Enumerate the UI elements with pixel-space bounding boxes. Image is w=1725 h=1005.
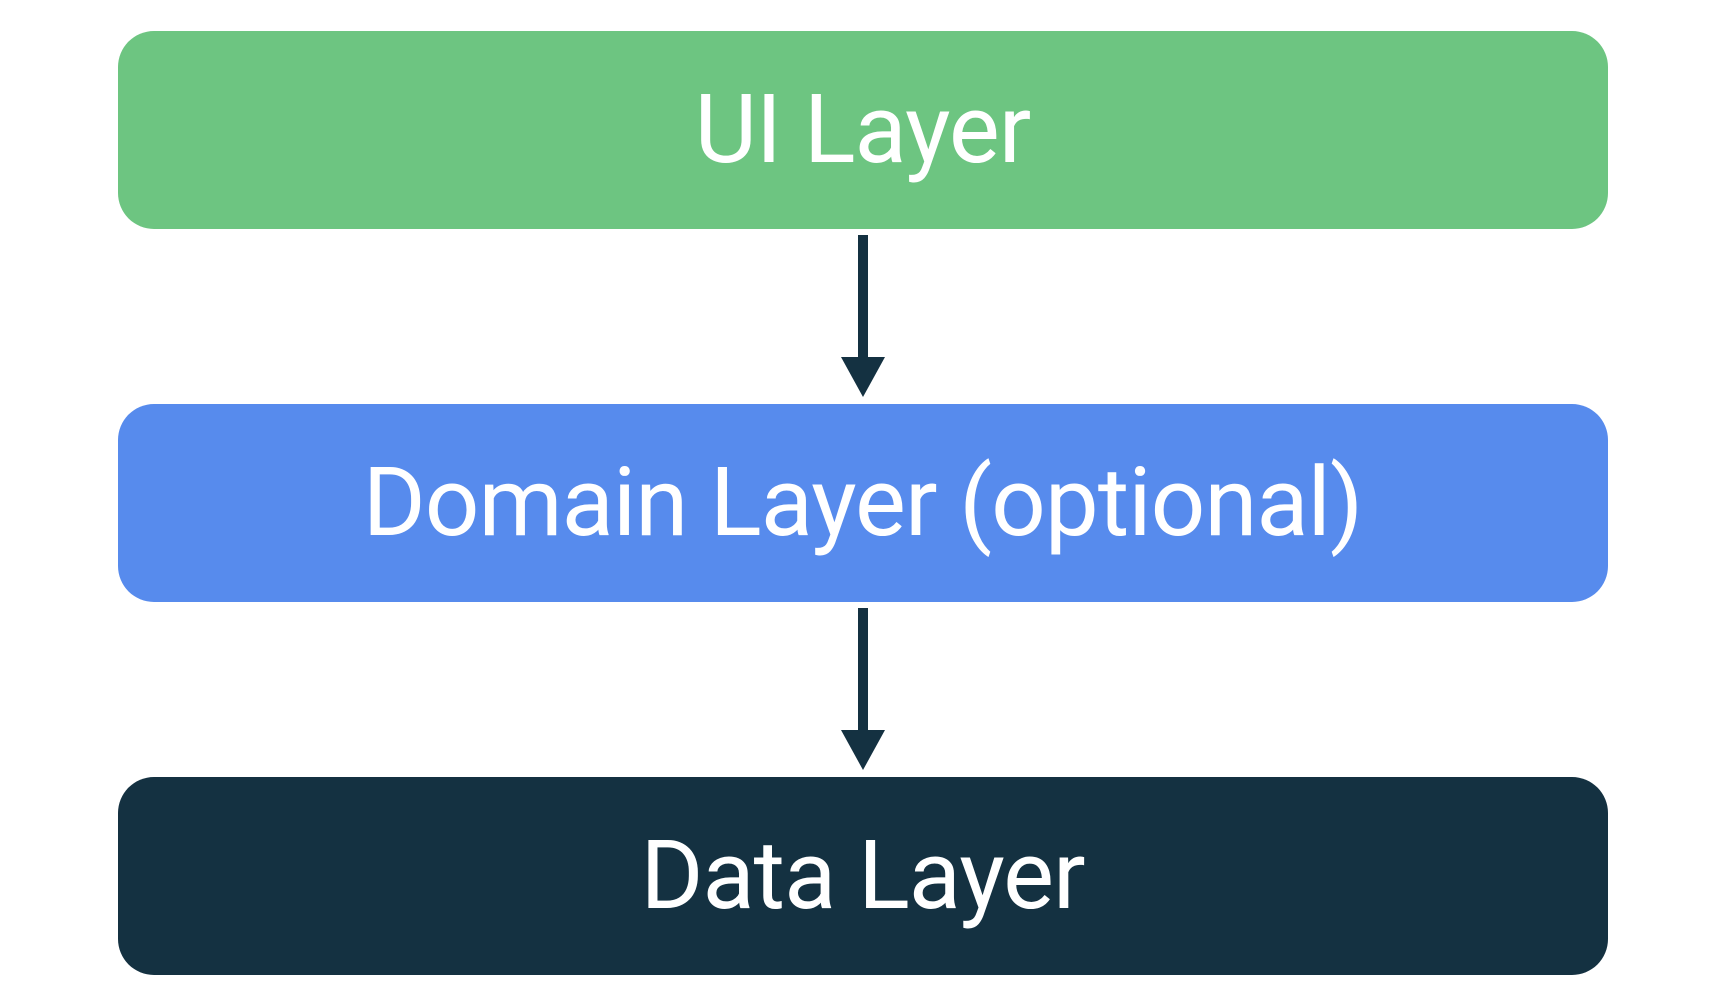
arrow-ui-to-domain xyxy=(833,229,893,404)
data-layer-label: Data Layer xyxy=(640,820,1084,932)
ui-layer-label: UI Layer xyxy=(695,74,1031,186)
domain-layer-label: Domain Layer (optional) xyxy=(363,447,1363,559)
arrow-down-icon xyxy=(833,602,893,777)
arrow-domain-to-data xyxy=(833,602,893,777)
ui-layer-box: UI Layer xyxy=(118,31,1608,229)
arrow-down-icon xyxy=(833,229,893,404)
architecture-diagram: UI Layer Domain Layer (optional) Data La… xyxy=(118,31,1608,975)
data-layer-box: Data Layer xyxy=(118,777,1608,975)
domain-layer-box: Domain Layer (optional) xyxy=(118,404,1608,602)
